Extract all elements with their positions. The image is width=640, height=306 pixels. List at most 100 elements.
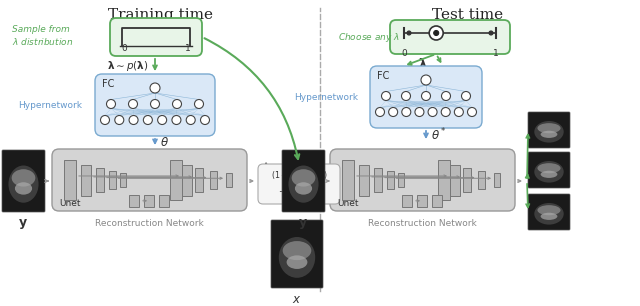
Circle shape (173, 99, 182, 109)
Bar (398, 173, 404, 187)
Circle shape (115, 115, 124, 125)
Ellipse shape (8, 166, 38, 203)
Text: 0: 0 (401, 49, 407, 58)
Text: Unet: Unet (337, 199, 358, 208)
Bar (129, 195, 139, 207)
Bar (494, 173, 500, 187)
Ellipse shape (295, 182, 312, 195)
Text: Choose any $\lambda$: Choose any $\lambda$ (338, 32, 400, 44)
Text: Test time: Test time (433, 8, 504, 22)
FancyBboxPatch shape (528, 152, 570, 188)
Bar (226, 173, 232, 187)
Circle shape (461, 91, 470, 100)
Bar (120, 173, 126, 187)
Circle shape (376, 107, 385, 117)
Ellipse shape (15, 182, 32, 195)
Circle shape (106, 99, 115, 109)
Text: Hypernetwork: Hypernetwork (294, 94, 358, 103)
Ellipse shape (541, 171, 557, 178)
Bar (96, 168, 104, 192)
Bar (450, 165, 460, 196)
Circle shape (421, 75, 431, 85)
Bar (402, 195, 412, 207)
Bar (170, 160, 182, 200)
FancyBboxPatch shape (2, 150, 45, 212)
FancyBboxPatch shape (52, 149, 247, 211)
Circle shape (100, 115, 109, 125)
Circle shape (467, 107, 477, 117)
Bar (359, 165, 369, 196)
Bar (463, 168, 471, 192)
Circle shape (434, 31, 438, 35)
Ellipse shape (541, 213, 557, 220)
Circle shape (489, 31, 493, 35)
Ellipse shape (534, 161, 564, 183)
Circle shape (195, 99, 204, 109)
Circle shape (402, 107, 411, 117)
Ellipse shape (538, 163, 561, 173)
FancyBboxPatch shape (528, 194, 570, 230)
Text: $\boldsymbol{\lambda} \sim p(\boldsymbol{\lambda})$: $\boldsymbol{\lambda} \sim p(\boldsymbol… (107, 59, 149, 73)
Ellipse shape (12, 169, 35, 187)
Circle shape (434, 31, 438, 35)
Ellipse shape (292, 169, 316, 187)
Circle shape (157, 115, 166, 125)
Text: $\hat{x}$: $\hat{x}$ (261, 162, 270, 178)
Circle shape (407, 31, 411, 35)
Text: Unet: Unet (59, 199, 81, 208)
Circle shape (200, 115, 209, 125)
Text: $\mathbf{y}$: $\mathbf{y}$ (298, 217, 308, 231)
Circle shape (129, 99, 138, 109)
Text: Reconstruction Network: Reconstruction Network (95, 219, 204, 228)
Text: FC: FC (102, 79, 115, 89)
Text: $\mathbf{y}$: $\mathbf{y}$ (18, 217, 28, 231)
Circle shape (442, 91, 451, 100)
FancyBboxPatch shape (282, 150, 325, 212)
Ellipse shape (289, 166, 319, 203)
Circle shape (401, 91, 410, 100)
Ellipse shape (287, 256, 307, 269)
Bar (477, 171, 484, 189)
Circle shape (454, 107, 463, 117)
Circle shape (381, 91, 390, 100)
Circle shape (129, 115, 138, 125)
Text: $x$: $x$ (292, 293, 301, 306)
Text: Hypernetwork: Hypernetwork (18, 102, 82, 110)
Bar (342, 160, 354, 200)
Circle shape (422, 91, 431, 100)
Bar (209, 171, 216, 189)
Bar (438, 160, 450, 200)
Ellipse shape (541, 131, 557, 138)
Bar (182, 165, 192, 196)
Circle shape (388, 107, 397, 117)
Ellipse shape (538, 123, 561, 133)
FancyBboxPatch shape (390, 20, 510, 54)
Ellipse shape (279, 237, 316, 278)
Text: 0: 0 (121, 44, 127, 53)
FancyBboxPatch shape (528, 112, 570, 148)
Bar (195, 168, 203, 192)
FancyBboxPatch shape (370, 66, 482, 128)
Circle shape (186, 115, 195, 125)
Text: $(1-\lambda)\,L_1(\hat{x},x)$
$-\lambda\,L_2(\hat{x},x)$: $(1-\lambda)\,L_1(\hat{x},x)$ $-\lambda\… (271, 169, 327, 199)
Circle shape (441, 107, 450, 117)
Bar (144, 195, 154, 207)
FancyBboxPatch shape (110, 18, 202, 56)
Bar (64, 160, 76, 200)
Text: $\boldsymbol{\lambda}$: $\boldsymbol{\lambda}$ (418, 57, 428, 71)
FancyBboxPatch shape (330, 149, 515, 211)
FancyBboxPatch shape (258, 164, 340, 204)
Text: FC: FC (377, 71, 389, 81)
Bar (159, 195, 169, 207)
Text: $\theta^*$: $\theta^*$ (431, 127, 447, 143)
Bar (417, 195, 427, 207)
Ellipse shape (534, 203, 564, 225)
Ellipse shape (538, 205, 561, 215)
Circle shape (429, 26, 443, 40)
Text: $\theta$: $\theta$ (160, 136, 169, 148)
Bar (432, 195, 442, 207)
FancyBboxPatch shape (271, 220, 323, 288)
Circle shape (143, 115, 152, 125)
Circle shape (150, 99, 159, 109)
Bar (374, 168, 382, 192)
